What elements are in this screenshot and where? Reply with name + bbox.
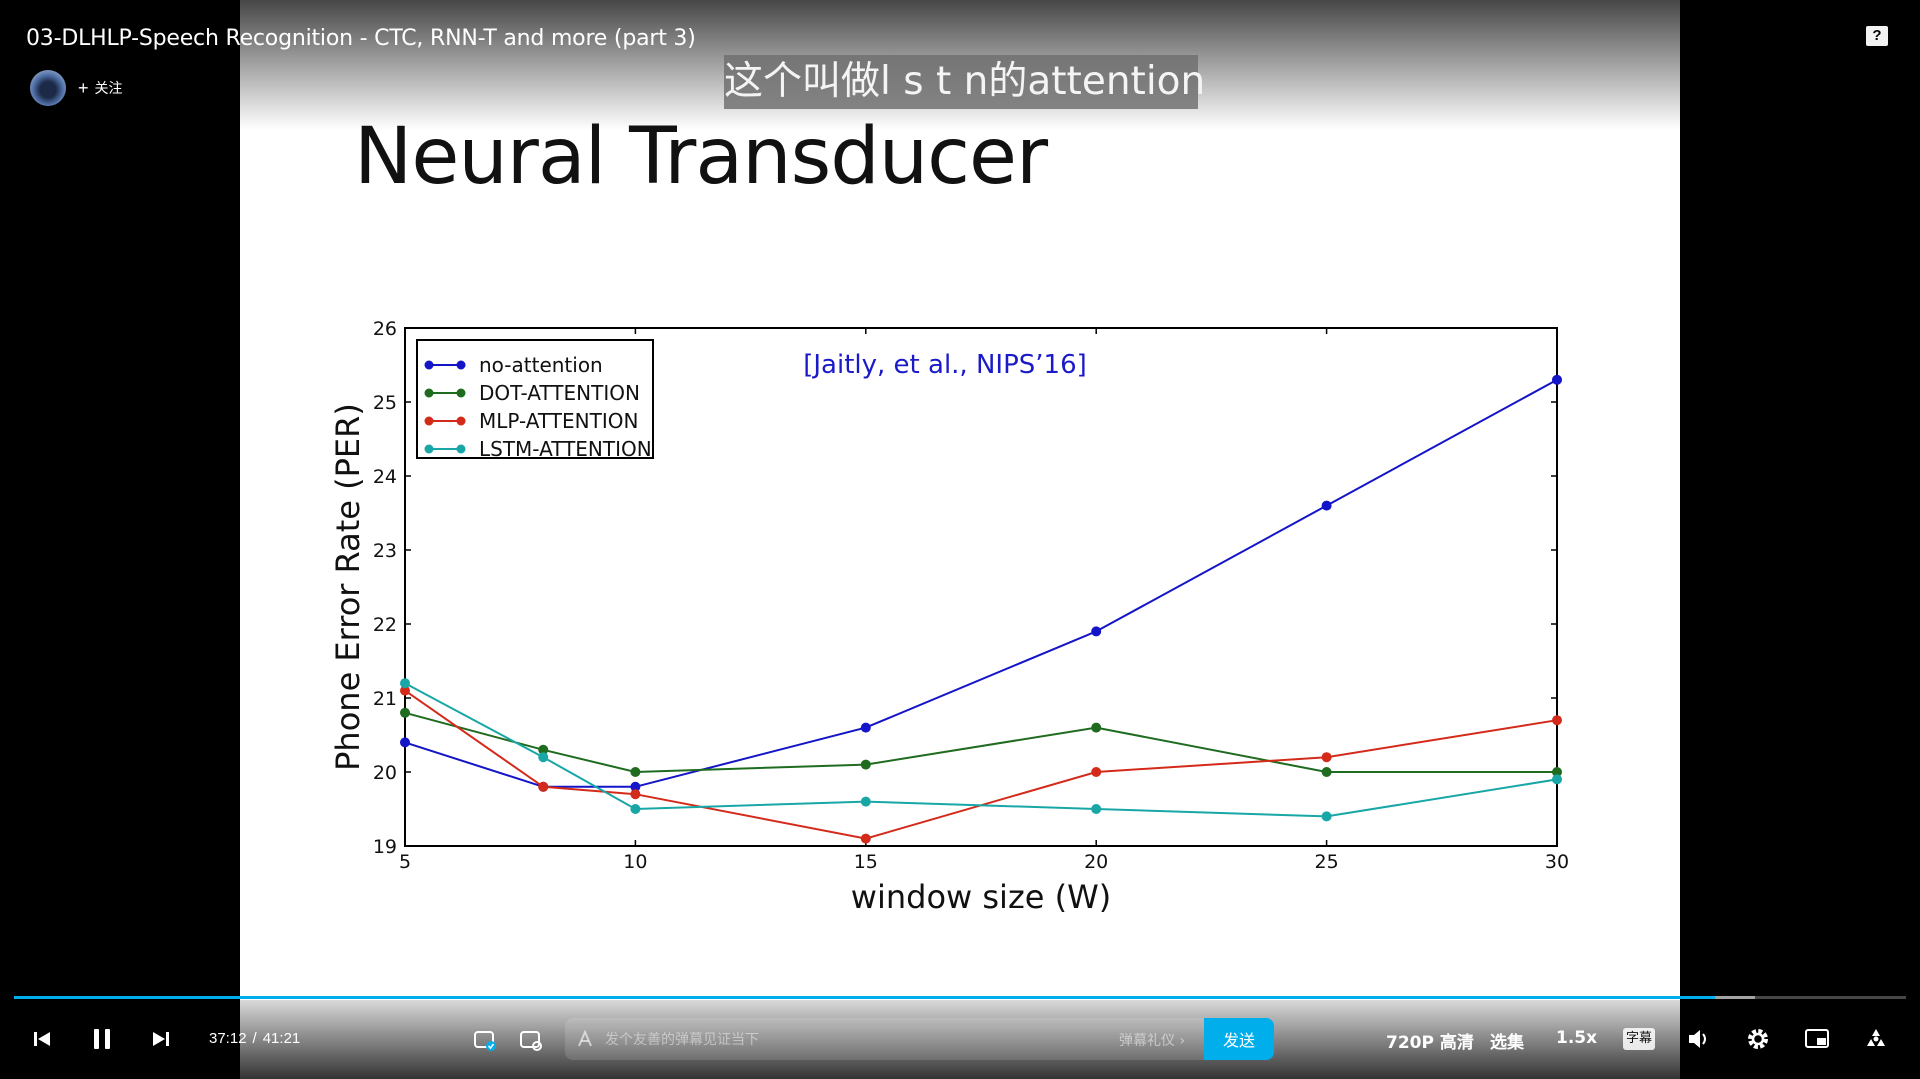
y-tick-label: 21 bbox=[373, 688, 397, 710]
progress-fill bbox=[14, 996, 1715, 999]
volume-icon[interactable] bbox=[1685, 1025, 1713, 1053]
series-line-3 bbox=[404, 682, 1558, 818]
x-tick-label: 10 bbox=[623, 851, 647, 873]
legend-label: no-attention bbox=[479, 353, 603, 377]
phone-error-rate-chart: 5 10 15 20 25 30 19 20 21 22 23 24 25 26 window size (… bbox=[329, 318, 1569, 916]
subtitle-caption: 这个叫做l s t n的attention bbox=[724, 55, 1205, 109]
settings-gear-icon[interactable] bbox=[1744, 1025, 1772, 1053]
time-separator: / bbox=[252, 1030, 257, 1047]
data-point bbox=[630, 781, 641, 792]
previous-icon[interactable] bbox=[30, 1027, 54, 1051]
data-point bbox=[1091, 626, 1102, 637]
x-tick-label: 20 bbox=[1084, 851, 1108, 873]
data-point bbox=[538, 781, 549, 792]
data-point bbox=[1091, 767, 1102, 777]
time-total: 41:21 bbox=[262, 1030, 301, 1047]
data-point bbox=[1552, 374, 1562, 385]
legend-label: DOT-ATTENTION bbox=[479, 381, 640, 405]
danmaku-settings-icon[interactable] bbox=[518, 1027, 544, 1053]
plus-icon: + bbox=[78, 78, 89, 98]
data-point bbox=[538, 752, 549, 763]
legend-marker bbox=[456, 360, 466, 370]
legend-marker bbox=[424, 360, 434, 370]
plot-frame bbox=[404, 327, 1558, 847]
data-point bbox=[1321, 767, 1332, 777]
x-tick-label: 25 bbox=[1315, 851, 1339, 873]
data-point bbox=[1321, 811, 1332, 822]
danmaku-style-icon[interactable] bbox=[575, 1028, 597, 1050]
data-point bbox=[1091, 804, 1102, 814]
subtitle-toggle-button[interactable]: 字幕 bbox=[1623, 1028, 1655, 1050]
data-point bbox=[538, 744, 549, 755]
legend-marker bbox=[456, 388, 466, 398]
fullscreen-icon[interactable] bbox=[1862, 1025, 1890, 1053]
danmaku-etiquette-link[interactable]: 弹幕礼仪 › bbox=[1119, 1033, 1186, 1049]
data-point bbox=[860, 796, 871, 807]
data-point bbox=[860, 759, 871, 770]
data-point bbox=[630, 767, 641, 777]
data-point bbox=[400, 678, 410, 689]
legend-marker bbox=[456, 416, 466, 426]
y-tick-label: 23 bbox=[373, 540, 397, 562]
data-point bbox=[1321, 500, 1332, 511]
data-point bbox=[400, 737, 410, 748]
legend-marker bbox=[424, 388, 434, 398]
legend-label: LSTM-ATTENTION bbox=[479, 437, 652, 461]
danmaku-input[interactable] bbox=[603, 1018, 1077, 1062]
data-point bbox=[1552, 774, 1562, 785]
x-tick-label: 5 bbox=[399, 851, 411, 873]
y-tick-label: 22 bbox=[373, 614, 397, 636]
episodes-button[interactable]: 选集 bbox=[1490, 1033, 1524, 1053]
slide-title: Neural Transducer bbox=[354, 112, 1048, 202]
follow-button[interactable]: + 关注 bbox=[78, 78, 123, 98]
citation-annotation: [Jaitly, et al., NIPS’16] bbox=[803, 350, 1087, 380]
y-axis-label: Phone Error Rate (PER) bbox=[329, 403, 367, 771]
uploader-info: + 关注 bbox=[30, 70, 123, 106]
danmaku-toggle-icon[interactable] bbox=[472, 1027, 498, 1053]
danmaku-bar: 弹幕礼仪 › bbox=[565, 1018, 1273, 1062]
speed-button[interactable]: 1.5x bbox=[1556, 1028, 1598, 1048]
x-axis-label: window size (W) bbox=[851, 878, 1111, 916]
x-tick-label: 30 bbox=[1545, 851, 1569, 873]
video-title: 03-DLHLP-Speech Recognition - CTC, RNN-T… bbox=[26, 26, 696, 51]
quality-button[interactable]: 720P 高清 bbox=[1386, 1033, 1474, 1053]
y-tick-label: 25 bbox=[373, 392, 397, 414]
series-line-2 bbox=[404, 689, 1558, 840]
data-point bbox=[1552, 767, 1562, 777]
data-point bbox=[1091, 722, 1102, 733]
data-point bbox=[860, 722, 871, 733]
y-tick-label: 24 bbox=[373, 466, 397, 488]
pause-icon[interactable] bbox=[90, 1027, 114, 1051]
data-point bbox=[1552, 715, 1562, 726]
y-tick-label: 20 bbox=[373, 762, 397, 784]
data-point bbox=[630, 804, 641, 814]
legend-label: MLP-ATTENTION bbox=[479, 409, 638, 433]
data-point bbox=[630, 789, 641, 800]
series-line-1 bbox=[404, 711, 1557, 774]
time-current: 37:12 bbox=[209, 1030, 247, 1047]
data-point bbox=[400, 707, 410, 718]
help-icon[interactable]: ? bbox=[1866, 26, 1888, 46]
video-frame[interactable] bbox=[240, 0, 1680, 1079]
time-display: 37:12 / 41:21 bbox=[209, 1030, 300, 1047]
send-button[interactable]: 发送 bbox=[1204, 1018, 1274, 1060]
data-point bbox=[1321, 752, 1332, 763]
next-icon[interactable] bbox=[149, 1027, 173, 1051]
avatar[interactable] bbox=[30, 70, 66, 106]
legend-box bbox=[416, 339, 654, 459]
legend-marker bbox=[424, 416, 434, 426]
data-point bbox=[860, 833, 871, 844]
y-tick-label: 26 bbox=[373, 318, 397, 340]
y-tick-label: 19 bbox=[373, 836, 397, 858]
legend-marker bbox=[424, 444, 434, 454]
data-point bbox=[400, 685, 410, 696]
follow-label: 关注 bbox=[94, 80, 123, 96]
legend-marker bbox=[456, 444, 466, 454]
progress-bar[interactable] bbox=[14, 996, 1906, 999]
picture-in-picture-icon[interactable] bbox=[1803, 1025, 1831, 1053]
x-tick-label: 15 bbox=[854, 851, 878, 873]
